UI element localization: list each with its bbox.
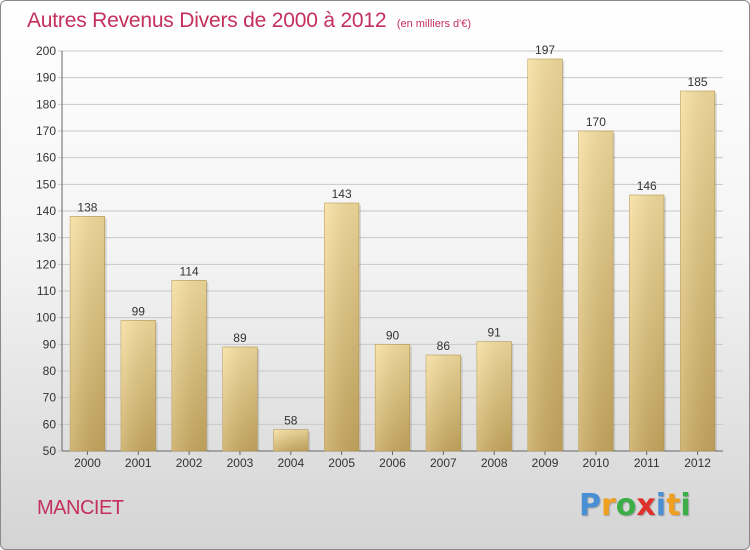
value-label-2000: 138 <box>77 200 97 214</box>
town-name: MANCIET <box>37 497 124 519</box>
bar-sheen <box>70 216 105 451</box>
bar-sheen <box>578 131 614 451</box>
y-tick-label: 150 <box>36 177 56 191</box>
x-tick-label-2003: 2003 <box>227 456 254 470</box>
value-label-2007: 86 <box>437 339 451 353</box>
bar-sheen <box>680 91 715 451</box>
chart-title: Autres Revenus Divers de 2000 à 2012 <box>27 9 387 32</box>
logo-letter: i <box>680 488 691 523</box>
value-label-2006: 90 <box>386 328 400 342</box>
proxiti-logo: Proxiti <box>579 488 691 523</box>
x-tick-label-2012: 2012 <box>684 456 711 470</box>
x-tick-label-2007: 2007 <box>430 456 457 470</box>
y-tick-label: 160 <box>36 151 56 165</box>
value-label-2002: 114 <box>180 264 199 278</box>
bar-sheen <box>375 344 410 451</box>
value-label-2004: 58 <box>284 414 298 428</box>
x-tick-label-2000: 2000 <box>74 456 101 470</box>
bar-sheen <box>273 429 309 451</box>
logo-letter: i <box>655 488 667 523</box>
y-tick-label: 130 <box>36 231 56 245</box>
x-tick-label-2004: 2004 <box>277 456 304 470</box>
y-tick-label: 100 <box>36 311 56 325</box>
y-tick-label: 60 <box>43 417 57 431</box>
logo-letter: x <box>636 488 656 523</box>
value-label-2005: 143 <box>332 187 352 201</box>
value-label-2012: 185 <box>688 75 708 89</box>
x-tick-label-2008: 2008 <box>481 456 508 470</box>
x-tick-label-2009: 2009 <box>532 456 559 470</box>
logo-letter: t <box>666 488 681 523</box>
title-row: Autres Revenus Divers de 2000 à 2012 (en… <box>27 9 471 33</box>
bar-sheen <box>171 280 207 451</box>
bar-sheen <box>527 59 563 451</box>
y-tick-label: 120 <box>36 257 56 271</box>
bar-sheen <box>324 203 359 451</box>
value-label-2010: 170 <box>586 115 606 129</box>
x-tick-label-2010: 2010 <box>583 456 610 470</box>
bar-layer <box>69 58 717 452</box>
value-label-2011: 146 <box>637 179 657 193</box>
x-tick-label-2005: 2005 <box>328 456 355 470</box>
y-tick-label: 90 <box>43 337 57 351</box>
value-label-2001: 99 <box>132 304 146 318</box>
value-label-2008: 91 <box>488 326 502 340</box>
bar-sheen <box>476 341 512 451</box>
bar-sheen <box>629 195 665 451</box>
bar-sheen <box>426 355 461 451</box>
bar-sheen <box>120 320 156 451</box>
y-tick-label: 180 <box>36 97 56 111</box>
value-label-2003: 89 <box>233 331 247 345</box>
x-tick-label-2002: 2002 <box>176 456 203 470</box>
bar-sheen <box>222 347 258 451</box>
y-tick-label: 70 <box>43 391 57 405</box>
logo-letter: r <box>601 488 616 523</box>
y-tick-label: 80 <box>43 364 57 378</box>
label-layer: 50 60 70 80 90 100 110 120 130 140 150 160 170 180 190… <box>36 43 711 470</box>
x-tick-label-2001: 2001 <box>125 456 152 470</box>
y-tick-label: 140 <box>36 204 56 218</box>
y-tick-label: 170 <box>36 124 56 138</box>
x-tick-label-2011: 2011 <box>634 456 660 470</box>
y-tick-label: 110 <box>37 284 56 298</box>
y-tick-label: 190 <box>36 71 56 85</box>
y-tick-label: 200 <box>36 44 56 58</box>
logo-letter: o <box>615 488 637 523</box>
y-tick-label: 50 <box>43 444 57 458</box>
logo-letter: P <box>579 488 601 523</box>
chart-unit: (en milliers d'€) <box>396 18 472 30</box>
x-tick-label-2006: 2006 <box>379 456 406 470</box>
value-label-2009: 197 <box>535 43 555 57</box>
